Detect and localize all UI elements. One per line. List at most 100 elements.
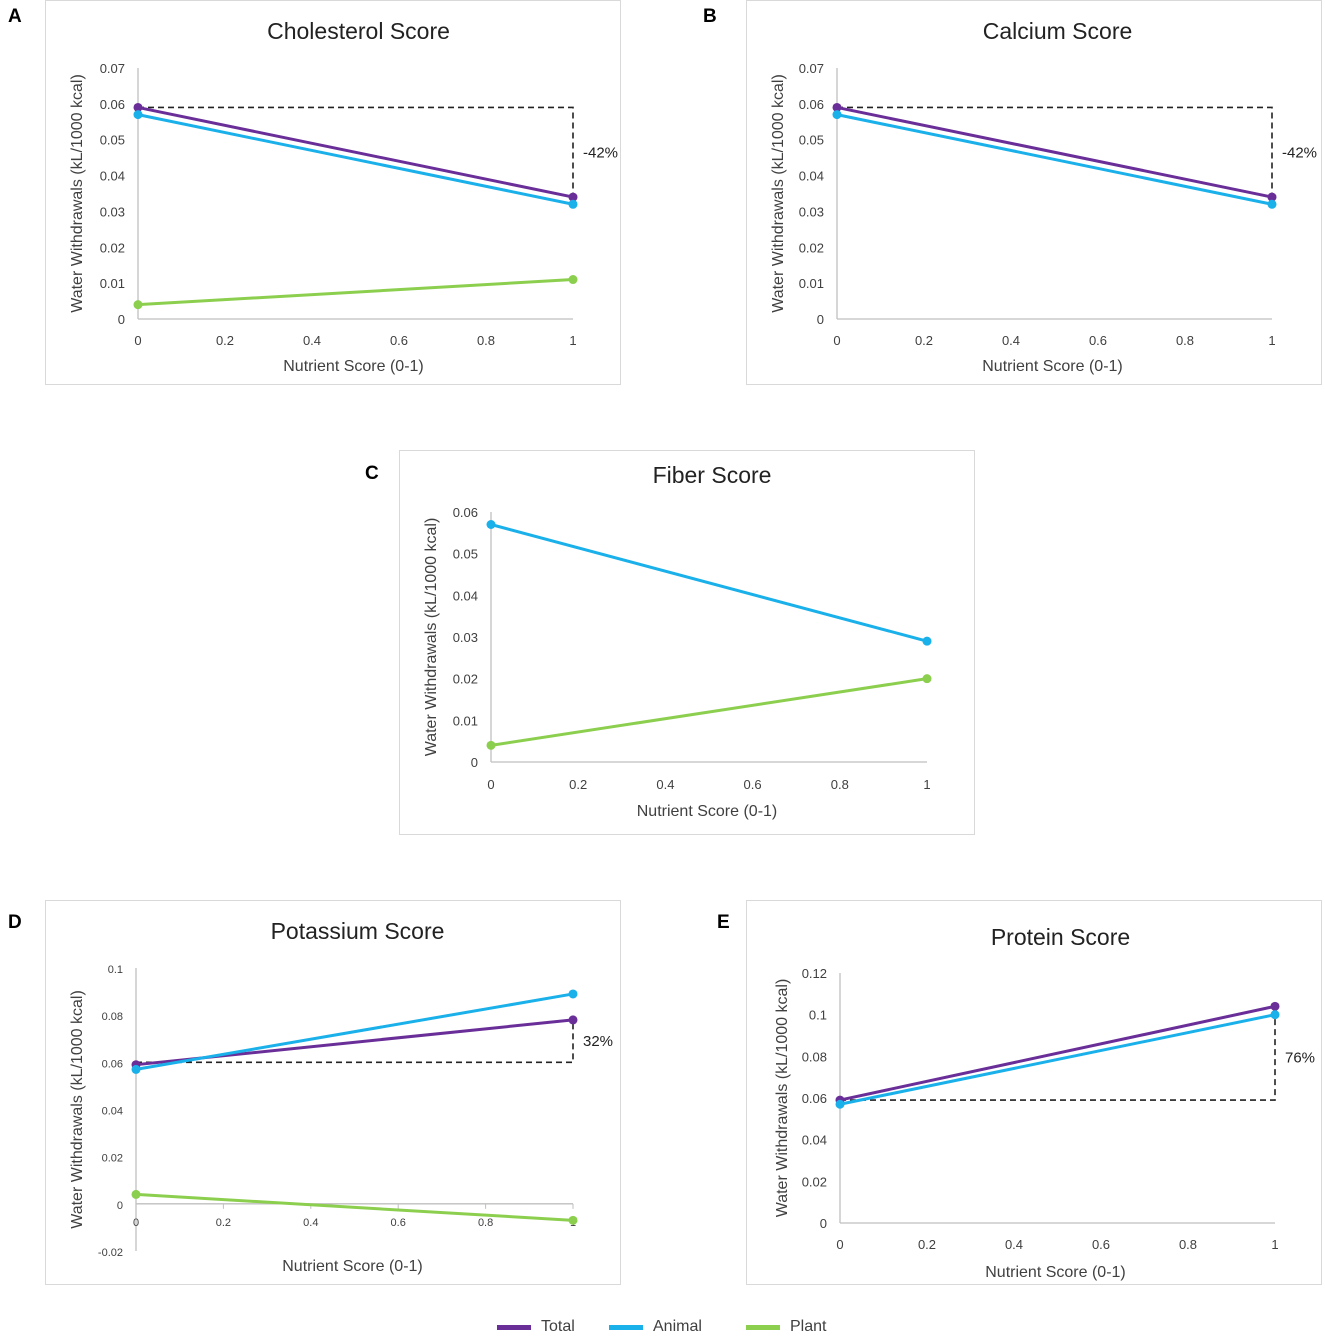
- data-point-total: [568, 1015, 578, 1025]
- data-point-animal: [486, 520, 496, 529]
- x-tick-label: 0.2: [569, 777, 587, 792]
- chart-svg-protein: Protein Score 0 0.02 0.04 0.06 0.08 0.1 0.12 0 0.…: [774, 924, 1315, 1281]
- y-tick-label: 0: [471, 755, 478, 770]
- x-tick-label: 0.2: [216, 333, 234, 348]
- x-tick-label: 0.2: [216, 1217, 231, 1229]
- y-tick-label: 0.08: [102, 1011, 123, 1023]
- y-tick-label: 0.06: [102, 1058, 123, 1070]
- legend-label-total: Total: [541, 1318, 575, 1335]
- y-tick-label: 0.08: [802, 1049, 827, 1064]
- chart-svg-fiber: Fiber Score 0 0.01 0.02 0.03 0.04 0.05 0.06 0 0.2…: [423, 462, 932, 820]
- data-point-animal: [922, 636, 932, 646]
- x-tick-label: 0.8: [831, 777, 849, 792]
- chart-title-fiber-score: Fiber Score: [653, 462, 772, 488]
- y-tick-label: 0.03: [799, 204, 824, 219]
- y-tick-label: 0.06: [453, 505, 478, 520]
- chart-title-protein-score: Protein Score: [991, 924, 1130, 950]
- y-tick-label: 0.1: [108, 964, 123, 976]
- x-tick-label: 1: [569, 333, 576, 348]
- x-tick-label: 0: [836, 1237, 843, 1252]
- series-line-animal: [839, 1013, 1276, 1106]
- y-tick-label: 0.05: [100, 133, 125, 148]
- x-tick-label: 0.4: [1002, 333, 1020, 348]
- series-line-total: [839, 1004, 1276, 1102]
- y-tick-label: 0.04: [100, 169, 125, 184]
- x-tick-label: 0: [133, 1217, 139, 1229]
- series-line-plant: [490, 677, 928, 747]
- series-line-plant: [135, 1192, 574, 1222]
- y-tick-label: 0.04: [799, 169, 824, 184]
- data-point-animal: [133, 110, 143, 120]
- x-tick-label: 0: [833, 333, 840, 348]
- y-axis-label: Water Withdrawals (kL/1000 kcal): [69, 74, 86, 313]
- series-line-animal: [137, 113, 574, 206]
- y-tick-label: 0.06: [100, 97, 125, 112]
- chart-title-cholesterol-score: Cholesterol Score: [267, 18, 450, 44]
- legend-swatch-animal: [609, 1324, 643, 1330]
- chart-title-calcium-score: Calcium Score: [983, 18, 1133, 44]
- x-tick-label: 0.2: [915, 333, 933, 348]
- y-tick-label: 0.06: [802, 1091, 827, 1106]
- legend-swatch-plant: [746, 1324, 780, 1330]
- y-axis-label: Water Withdrawals (kL/1000 kcal): [770, 74, 787, 313]
- legend: Total Animal Plant: [0, 1316, 1325, 1338]
- x-tick-label: 0.8: [477, 333, 495, 348]
- data-point-animal: [568, 989, 578, 999]
- data-point-animal: [1267, 199, 1277, 209]
- y-tick-label: 0.01: [100, 276, 125, 291]
- x-axis-label: Nutrient Score (0-1): [637, 803, 778, 820]
- annotation-bracket: [136, 1019, 574, 1064]
- y-tick-label: 0.04: [453, 588, 478, 603]
- x-tick-label: 1: [1268, 333, 1275, 348]
- x-tick-label: 0: [134, 333, 141, 348]
- y-tick-label: 0.02: [453, 672, 478, 687]
- x-tick-label: 0: [487, 777, 494, 792]
- y-tick-label: 0.07: [799, 61, 824, 76]
- data-point-animal: [1270, 1010, 1280, 1020]
- legend-item-total: Total: [497, 1316, 575, 1338]
- y-tick-label: -0.02: [98, 1247, 123, 1259]
- chart-calcium: Calcium Score 0 0.01 0.02 0.03 0.04 0.05 0.06 0.…: [746, 0, 1322, 385]
- chart-cholesterol: Cholesterol Score 0 0.01 0.02 0.03 0.04 0.05 0.…: [45, 0, 621, 385]
- x-tick-label: 1: [923, 777, 930, 792]
- series-line-animal: [836, 113, 1273, 206]
- y-tick-label: 0.03: [453, 630, 478, 645]
- y-tick-label: 0.05: [453, 547, 478, 562]
- annotation-bracket: [837, 106, 1273, 198]
- x-axis-label: Nutrient Score (0-1): [283, 358, 424, 375]
- y-tick-label: 0.02: [100, 240, 125, 255]
- y-tick-label: 0: [817, 312, 824, 327]
- legend-item-animal: Animal: [609, 1316, 702, 1338]
- data-point-animal: [131, 1064, 141, 1074]
- data-point-total: [1270, 1001, 1280, 1011]
- y-tick-label: 0.01: [453, 713, 478, 728]
- x-tick-label: 0.8: [1176, 333, 1194, 348]
- y-tick-label: 0.04: [802, 1133, 827, 1148]
- y-axis-label: Water Withdrawals (kL/1000 kcal): [774, 979, 791, 1218]
- legend-swatch-total: [497, 1324, 531, 1330]
- chart-title-potassium-score: Potassium Score: [271, 918, 445, 944]
- data-point-plant: [133, 300, 143, 310]
- x-axis-label: Nutrient Score (0-1): [982, 358, 1123, 375]
- x-tick-label: 0.4: [303, 1217, 318, 1229]
- x-tick-label: 0.8: [478, 1217, 493, 1229]
- x-tick-label: 0.8: [1179, 1237, 1197, 1252]
- x-tick-label: 0.6: [390, 333, 408, 348]
- data-point-total: [133, 102, 143, 112]
- chart-svg-calcium: Calcium Score 0 0.01 0.02 0.03 0.04 0.05 0.06 0.…: [770, 18, 1317, 375]
- chart-protein: Protein Score 0 0.02 0.04 0.06 0.08 0.1 0.12 0 0.…: [746, 900, 1322, 1285]
- data-point-total: [1267, 192, 1277, 202]
- panel-letter-a: A: [8, 6, 22, 27]
- legend-label-animal: Animal: [653, 1318, 702, 1335]
- y-tick-label: 0: [117, 1200, 123, 1212]
- panel-letter-b: B: [703, 6, 717, 27]
- panel-letter-e: E: [717, 912, 730, 933]
- x-axis-label: Nutrient Score (0-1): [282, 1258, 423, 1275]
- y-tick-label: 0.12: [802, 966, 827, 981]
- data-point-plant: [568, 1215, 578, 1225]
- series-line-total: [137, 105, 574, 199]
- legend-item-plant: Plant: [746, 1316, 826, 1338]
- y-tick-label: 0.02: [802, 1174, 827, 1189]
- data-point-animal: [568, 199, 578, 209]
- y-tick-label: 0.06: [799, 97, 824, 112]
